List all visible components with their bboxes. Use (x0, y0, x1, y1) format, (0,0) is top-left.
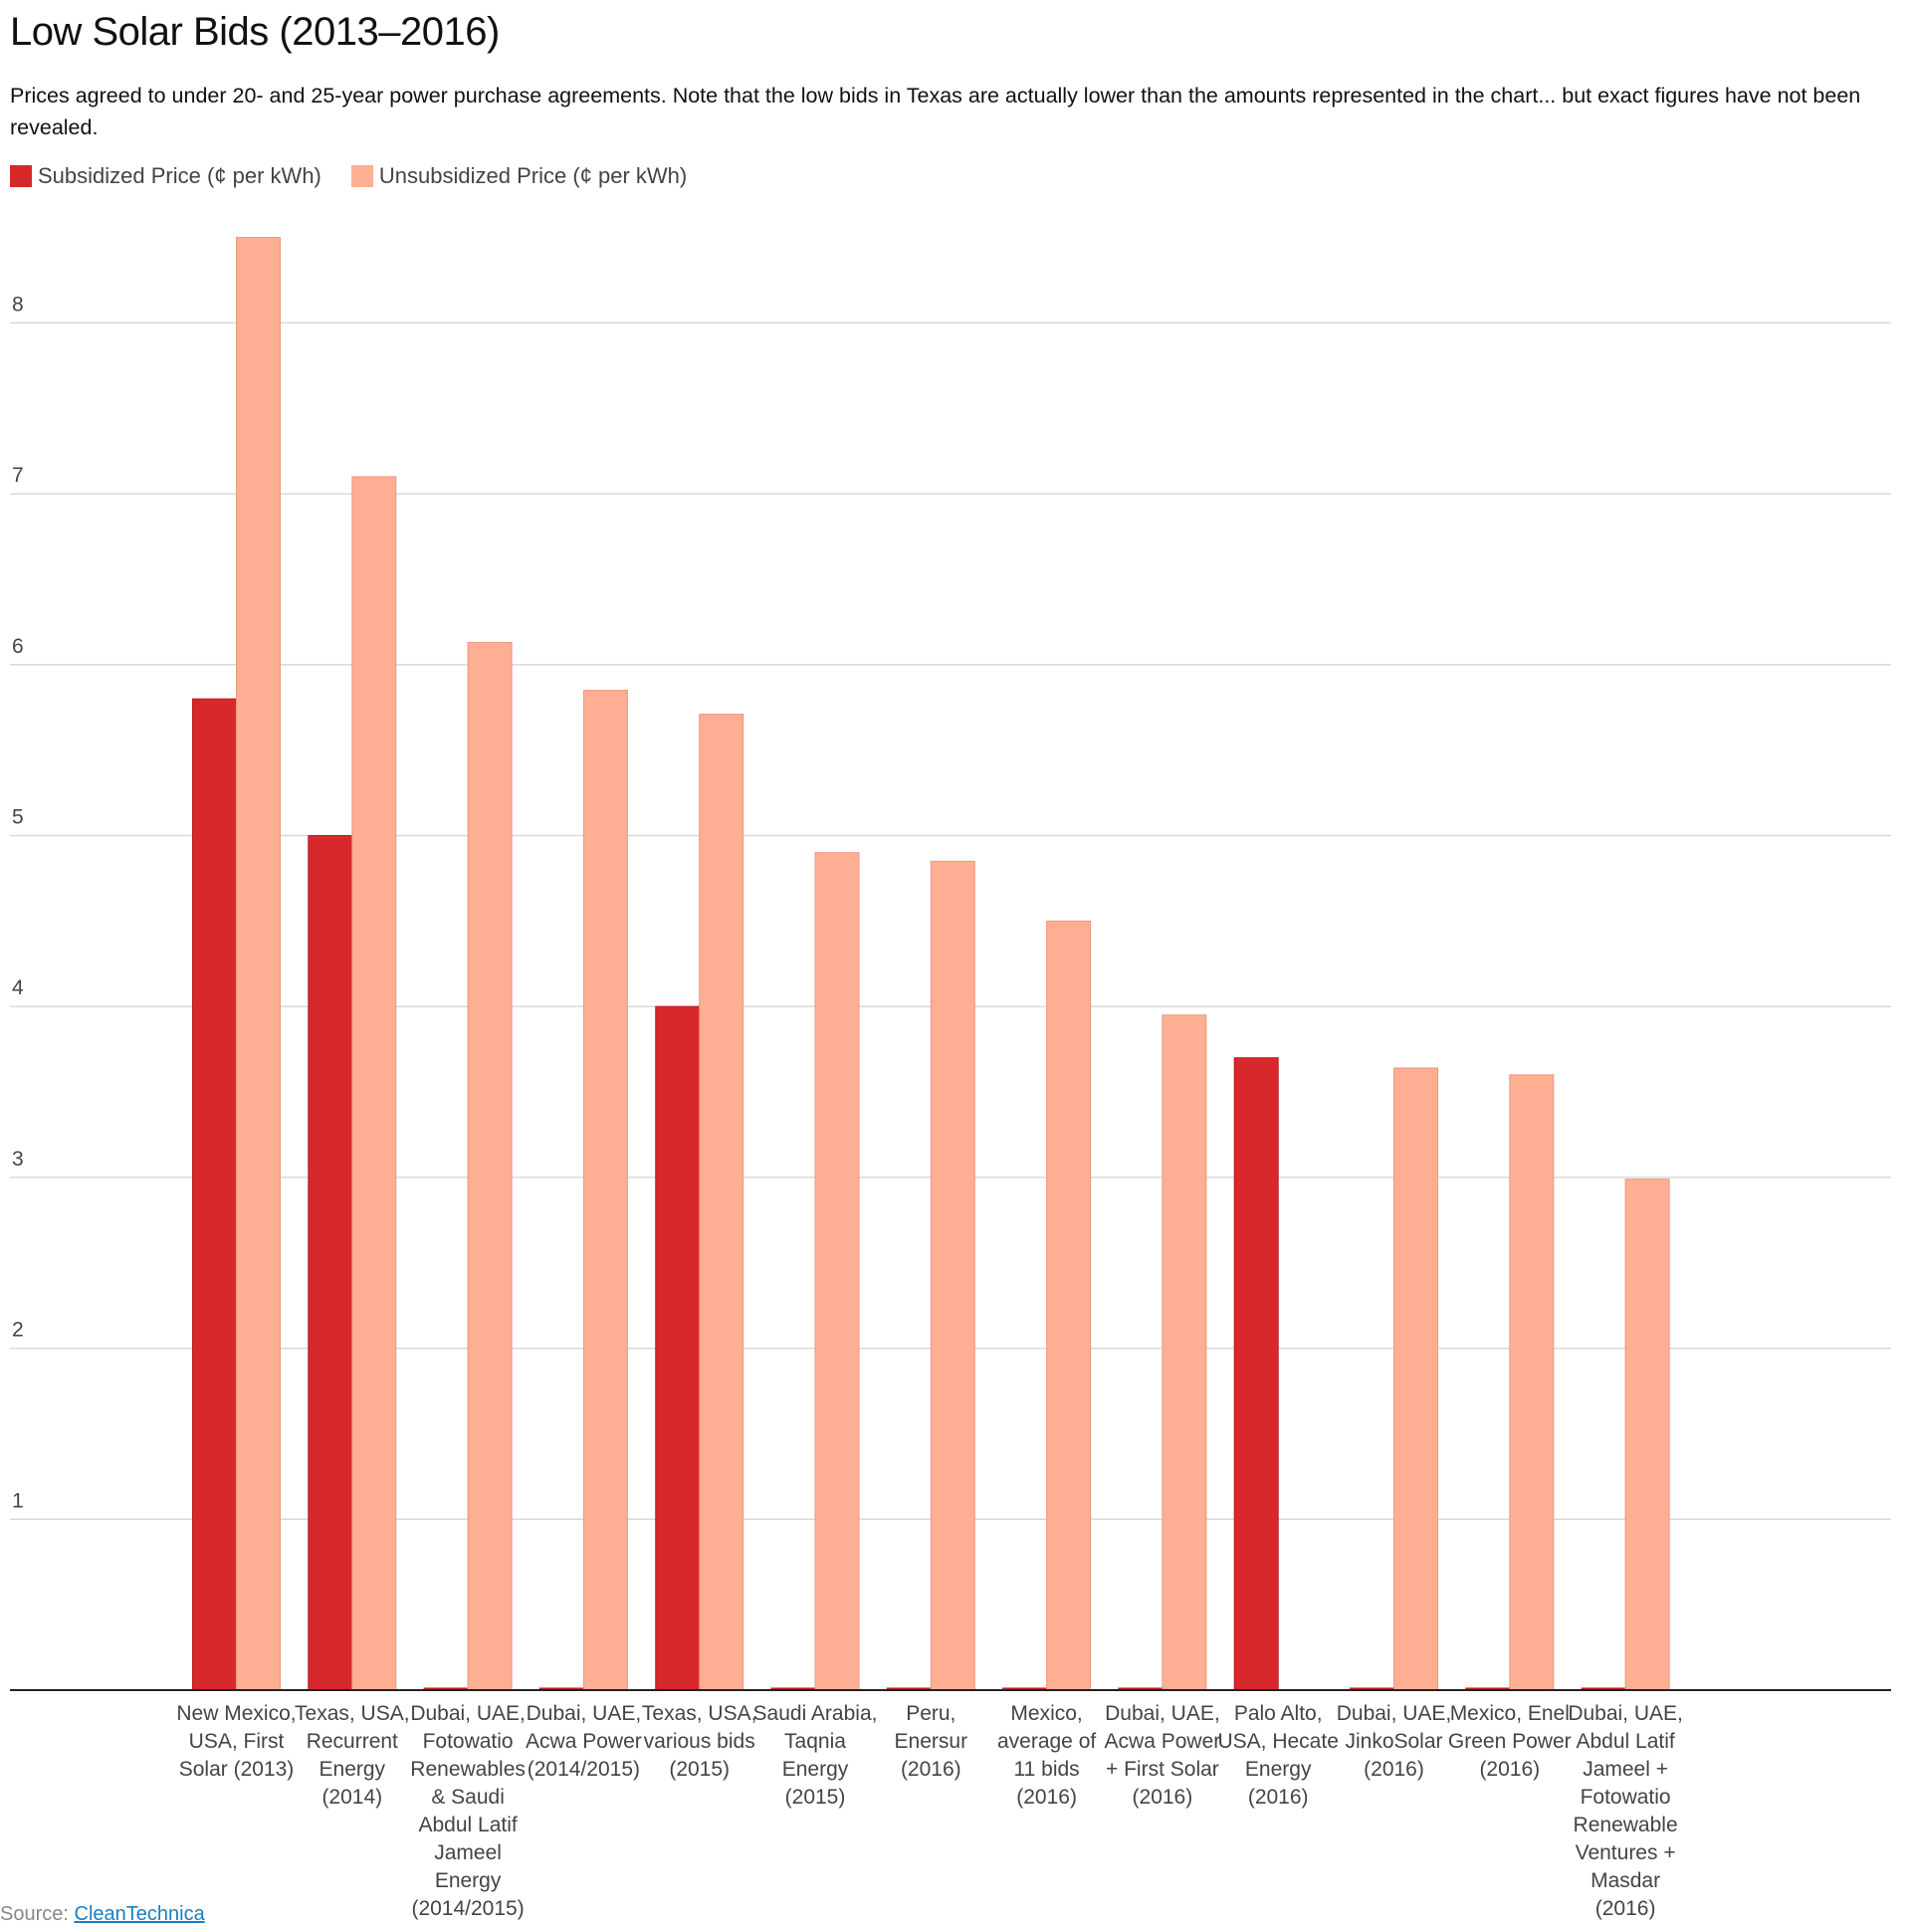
x-tick-label: Mexico, average of 11 bids (2016) (996, 1702, 1097, 1809)
bar-unsubsidized (236, 237, 281, 1691)
x-tick-label: Peru, Enersur (2016) (894, 1702, 968, 1781)
bar-subsidized (1233, 1057, 1279, 1691)
x-tick-label: Dubai, UAE, Acwa Power + First Solar (20… (1104, 1702, 1221, 1809)
y-tick-label: 5 (12, 806, 24, 829)
bar-subsidized (655, 1005, 701, 1691)
y-tick-label: 8 (12, 293, 24, 316)
bar-unsubsidized (930, 860, 975, 1691)
bar-unsubsidized (351, 476, 397, 1691)
y-tick-label: 7 (12, 464, 24, 487)
legend: Subsidized Price (¢ per kWh) Unsubsidize… (10, 163, 687, 189)
x-tick-label: Texas, USA, Recurrent Energy (2014) (295, 1702, 410, 1809)
legend-item-subsidized[interactable]: Subsidized Price (¢ per kWh) (10, 163, 321, 189)
x-tick-label: Dubai, UAE, Fotowatio Renewables & Saudi… (410, 1702, 526, 1920)
legend-swatch-subsidized (10, 165, 32, 187)
bar-subsidized (192, 698, 237, 1691)
x-tick-label: New Mexico, USA, First Solar (2013) (176, 1702, 297, 1781)
x-tick-label: Dubai, UAE, JinkoSolar (2016) (1336, 1702, 1452, 1781)
chart-title: Low Solar Bids (2013–2016) (10, 10, 500, 54)
legend-label-subsidized: Subsidized Price (¢ per kWh) (38, 163, 321, 188)
x-tick-label: Texas, USA, various bids (2015) (641, 1702, 757, 1781)
bar-unsubsidized (1509, 1074, 1555, 1691)
chart-subtitle: Prices agreed to under 20- and 25-year p… (10, 84, 1861, 139)
x-tick-label: Dubai, UAE, Abdul Latif Jameel + Fotowat… (1568, 1702, 1683, 1920)
y-tick-label: 4 (12, 976, 24, 999)
y-tick-label: 2 (12, 1319, 24, 1342)
x-tick-label: Palo Alto, USA, Hecate Energy (2016) (1217, 1702, 1339, 1809)
source-label: Source: (0, 1903, 69, 1925)
legend-item-unsubsidized[interactable]: Unsubsidized Price (¢ per kWh) (350, 163, 688, 189)
bar-unsubsidized (814, 852, 860, 1691)
x-tick-label: Dubai, UAE, Acwa Power (2014/2015) (526, 1702, 642, 1781)
bar-unsubsidized (1046, 920, 1092, 1691)
y-tick-label: 6 (12, 635, 24, 658)
x-tick-label: Mexico, Enel Green Power (2016) (1447, 1702, 1572, 1781)
y-tick-label: 1 (12, 1489, 24, 1512)
bar-unsubsidized (467, 641, 513, 1691)
source-link[interactable]: CleanTechnica (74, 1903, 205, 1925)
x-tick-label: Saudi Arabia, Taqnia Energy (2015) (752, 1702, 878, 1809)
bar-unsubsidized (1162, 1014, 1207, 1691)
legend-label-unsubsidized: Unsubsidized Price (¢ per kWh) (378, 163, 688, 188)
bar-unsubsidized (1393, 1067, 1438, 1691)
bar-unsubsidized (699, 714, 744, 1691)
bar-unsubsidized (582, 690, 628, 1691)
legend-swatch-unsubsidized (350, 165, 373, 187)
bar-unsubsidized (1624, 1179, 1670, 1691)
bar-subsidized (308, 835, 353, 1691)
source-note: Source: CleanTechnica (0, 1903, 205, 1926)
y-tick-label: 3 (12, 1148, 24, 1171)
